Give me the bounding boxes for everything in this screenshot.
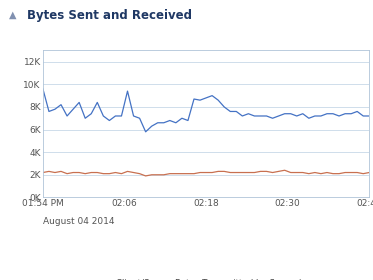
- Text: ▲: ▲: [9, 10, 17, 20]
- Text: Bytes Sent and Received: Bytes Sent and Received: [27, 9, 192, 22]
- Legend: Client/Server Bytes Transmitted by Server/sec, Client/Server Bytes Received by S: Client/Server Bytes Transmitted by Serve…: [97, 279, 315, 280]
- Text: August 04 2014: August 04 2014: [43, 217, 115, 226]
